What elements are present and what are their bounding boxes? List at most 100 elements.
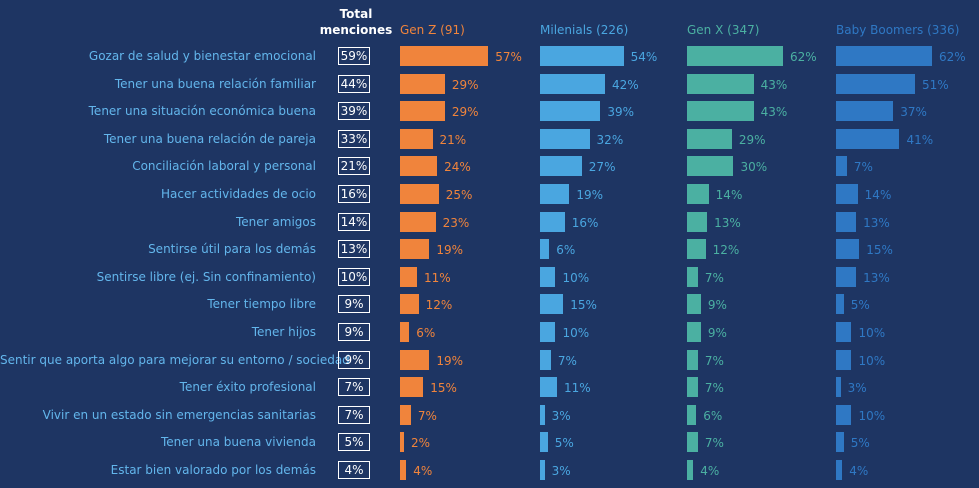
bar-s3-r12 — [836, 377, 841, 398]
bar-label-s1-r12: 11% — [564, 381, 591, 396]
bar-label-s1-r9: 15% — [570, 298, 597, 313]
bar-s0-r9 — [400, 294, 419, 315]
bar-s0-r5 — [400, 184, 439, 204]
bar-s0-r13 — [400, 404, 411, 425]
bar-s0-r14 — [400, 432, 404, 453]
bar-s1-r5 — [540, 184, 570, 204]
bar-s0-r3 — [400, 128, 433, 149]
bar-label-s2-r14: 7% — [704, 436, 724, 451]
category-label-15: Estar bien valorado por los demás — [110, 463, 316, 477]
total-value-6: 14% — [338, 212, 370, 231]
bar-s3-r5 — [836, 184, 858, 204]
bar-label-s2-r9: 9% — [707, 298, 727, 313]
bar-label-s1-r8: 10% — [562, 270, 590, 285]
category-label-14: Tener una buena vivienda — [161, 435, 316, 450]
bar-label-s1-r1: 42% — [612, 77, 639, 92]
bar-label-s2-r0: 62% — [790, 50, 817, 64]
bar-s0-r15 — [400, 460, 407, 480]
bar-label-s0-r12: 15% — [430, 381, 457, 396]
bar-s1-r1 — [540, 73, 606, 94]
bar-label-s0-r7: 19% — [436, 243, 464, 258]
bar-label-s3-r8: 13% — [863, 270, 890, 285]
series-header-3: Baby Boomers (336) — [836, 23, 960, 37]
category-label-2: Tener una situación económica buena — [88, 104, 316, 119]
bar-s1-r4 — [540, 156, 582, 177]
bar-s3-r11 — [836, 349, 852, 370]
bar-label-s1-r6: 16% — [571, 215, 599, 230]
bar-label-s2-r2: 43% — [760, 105, 788, 120]
bar-label-s3-r0: 62% — [939, 50, 966, 64]
bar-s1-r10 — [540, 322, 556, 342]
total-value-14: 5% — [338, 433, 370, 452]
category-label-5: Hacer actividades de ocio — [161, 187, 316, 201]
bar-label-s2-r10: 9% — [707, 326, 727, 340]
bar-s1-r12 — [540, 377, 558, 398]
bar-label-s3-r3: 41% — [906, 132, 934, 147]
bar-label-s2-r15: 4% — [700, 464, 720, 478]
category-label-10: Tener hijos — [251, 325, 316, 339]
bar-s1-r3 — [540, 128, 590, 149]
bar-label-s2-r6: 13% — [714, 215, 741, 230]
bar-label-s3-r11: 10% — [858, 353, 886, 368]
bar-label-s1-r13: 3% — [551, 408, 571, 423]
category-label-6: Tener amigos — [236, 214, 316, 229]
total-value-12: 7% — [338, 378, 370, 397]
bar-label-s3-r6: 13% — [863, 215, 890, 230]
bar-label-s1-r3: 32% — [596, 132, 624, 147]
bar-s1-r14 — [540, 432, 548, 453]
total-value-7: 13% — [338, 240, 370, 259]
bar-s2-r8 — [687, 266, 698, 287]
bar-label-s1-r11: 7% — [557, 353, 577, 368]
bar-label-s3-r5: 14% — [864, 188, 892, 202]
category-label-1: Tener una buena relación familiar — [114, 76, 316, 91]
bar-s0-r11 — [400, 349, 430, 370]
bar-label-s3-r10: 10% — [858, 326, 886, 340]
bar-s3-r4 — [836, 156, 847, 177]
category-label-11: Sentir que aporta algo para mejorar su e… — [0, 352, 350, 367]
bar-label-s3-r1: 51% — [921, 77, 949, 92]
total-value-11: 9% — [338, 350, 370, 369]
category-label-8: Sentirse libre (ej. Sin confinamiento) — [96, 269, 316, 284]
bar-s2-r2 — [687, 101, 754, 122]
bar-label-s0-r13: 7% — [417, 408, 437, 423]
bar-s2-r9 — [687, 294, 701, 315]
total-value-2: 39% — [338, 102, 370, 121]
series-header-1: Milenials (226) — [540, 23, 629, 37]
bar-label-s0-r0: 57% — [495, 50, 522, 64]
category-label-7: Sentirse útil para los demás — [148, 242, 316, 257]
category-label-3: Tener una buena relación de pareja — [103, 131, 316, 146]
bar-label-s2-r13: 6% — [703, 408, 723, 423]
bar-label-s0-r6: 23% — [442, 215, 470, 230]
bar-label-s1-r4: 27% — [588, 160, 616, 175]
bar-s0-r1 — [400, 73, 445, 94]
bar-s0-r12 — [400, 377, 424, 398]
total-value-13: 7% — [338, 405, 370, 424]
total-value-9: 9% — [338, 295, 370, 314]
bar-s0-r10 — [400, 322, 410, 342]
bar-label-s0-r2: 29% — [451, 105, 479, 120]
bar-s3-r0 — [836, 46, 932, 66]
bar-label-s0-r15: 4% — [413, 464, 433, 478]
bar-s1-r8 — [540, 266, 556, 287]
bar-label-s0-r4: 24% — [444, 160, 471, 175]
bar-s3-r1 — [836, 73, 915, 94]
bar-label-s0-r5: 25% — [445, 188, 473, 202]
category-label-13: Vivir en un estado sin emergencias sanit… — [42, 407, 316, 422]
bar-label-s0-r10: 6% — [416, 326, 436, 340]
total-value-8: 10% — [338, 267, 370, 286]
bar-label-s3-r9: 5% — [850, 298, 870, 313]
bar-s2-r11 — [687, 349, 698, 370]
bar-label-s0-r9: 12% — [425, 298, 453, 313]
total-value-4: 21% — [338, 157, 370, 176]
bar-s2-r10 — [687, 322, 701, 342]
bar-s0-r2 — [400, 101, 445, 122]
bar-label-s3-r13: 10% — [858, 408, 886, 423]
bar-label-s0-r1: 29% — [451, 77, 479, 92]
bar-label-s1-r0: 54% — [630, 50, 658, 64]
total-value-0: 59% — [338, 47, 370, 65]
bar-s0-r7 — [400, 239, 430, 260]
category-label-9: Tener tiempo libre — [207, 297, 316, 312]
bar-label-s2-r12: 7% — [704, 381, 724, 396]
total-value-3: 33% — [338, 129, 370, 148]
